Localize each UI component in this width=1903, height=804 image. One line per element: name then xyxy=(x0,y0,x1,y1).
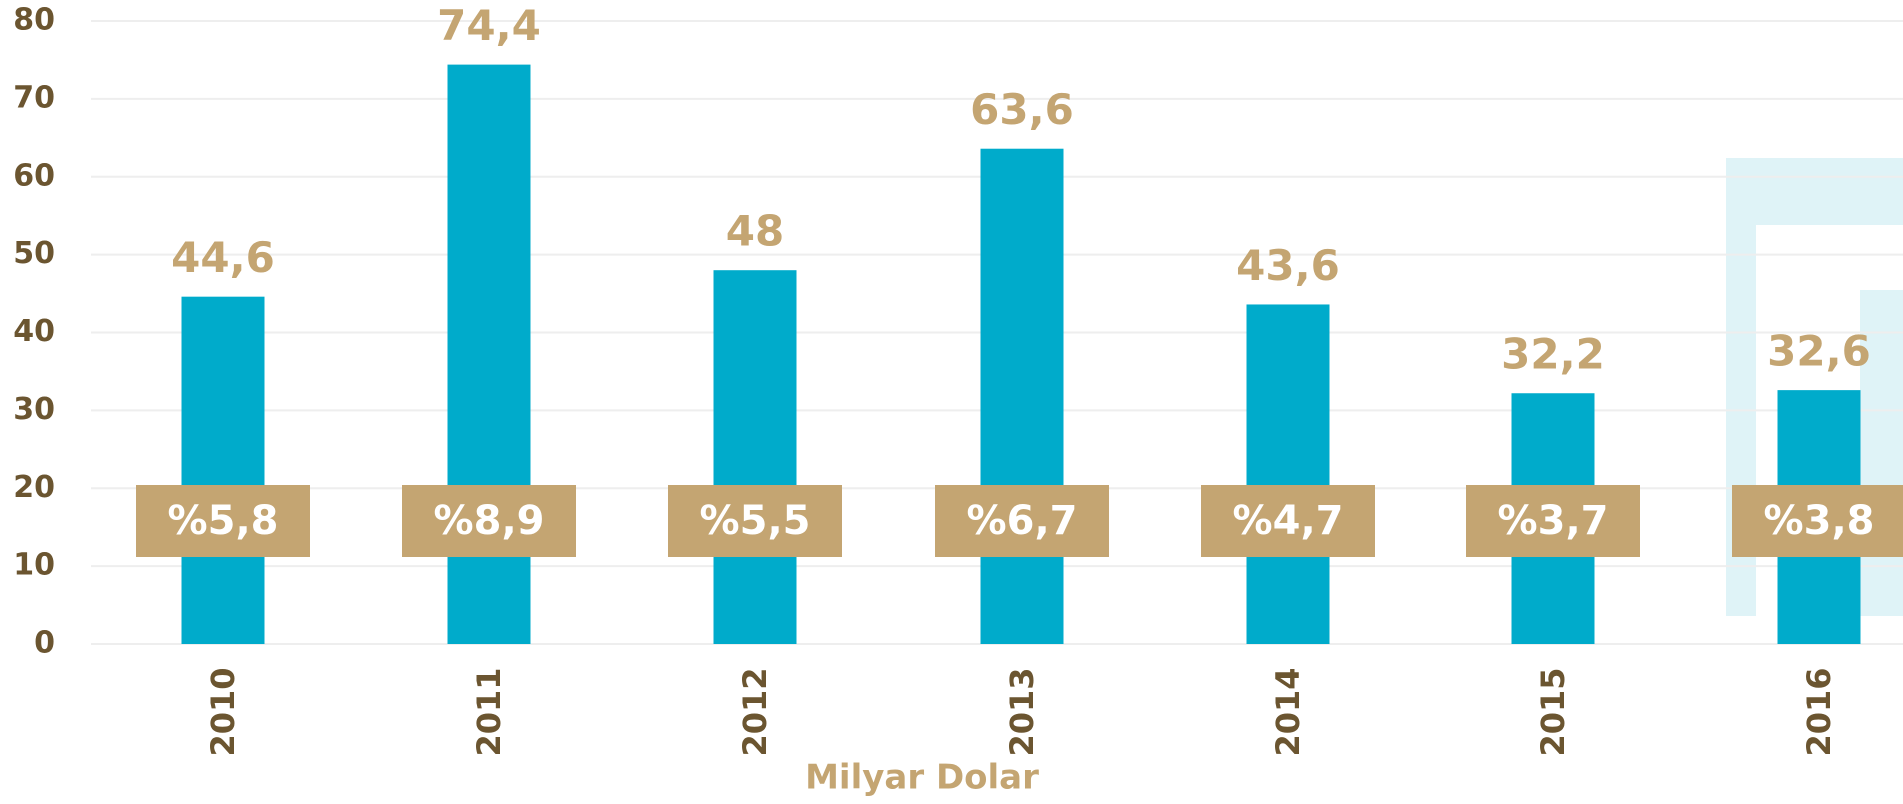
value-label: 43,6 xyxy=(1236,241,1340,290)
value-label: 32,6 xyxy=(1767,327,1871,376)
annotation: %8,9 xyxy=(434,498,545,544)
y-tick-label: 0 xyxy=(34,626,55,661)
value-label: 48 xyxy=(726,207,784,256)
annotation: %3,7 xyxy=(1498,498,1609,544)
annotation: %5,5 xyxy=(700,498,811,544)
x-tick-label: 2016 xyxy=(1800,667,1838,756)
x-tick-label: 2014 xyxy=(1269,667,1307,756)
x-tick-label: 2012 xyxy=(736,667,774,756)
y-tick-label: 80 xyxy=(13,3,55,38)
x-tick-label: 2010 xyxy=(204,667,242,756)
value-label: 74,4 xyxy=(437,1,541,50)
y-tick-label: 30 xyxy=(13,392,55,427)
y-tick-label: 60 xyxy=(13,158,55,193)
annotation: %5,8 xyxy=(168,498,279,544)
y-tick-label: 50 xyxy=(13,236,55,271)
value-label: 63,6 xyxy=(970,85,1074,134)
x-tick-label: 2015 xyxy=(1534,667,1572,756)
y-tick-label: 20 xyxy=(13,470,55,505)
y-tick-label: 40 xyxy=(13,314,55,349)
bar xyxy=(182,297,265,644)
bar xyxy=(714,270,797,644)
annotation: %6,7 xyxy=(967,498,1078,544)
value-label: 32,2 xyxy=(1501,330,1605,379)
bar xyxy=(448,65,531,644)
annotation: %4,7 xyxy=(1233,498,1344,544)
x-tick-label: 2011 xyxy=(470,667,508,756)
value-label: 44,6 xyxy=(171,233,275,282)
x-axis-label: Milyar Dolar xyxy=(805,758,1039,798)
y-tick-label: 10 xyxy=(13,548,55,583)
y-tick-label: 70 xyxy=(13,80,55,115)
annotation: %3,8 xyxy=(1764,498,1875,544)
chart: Milyar Dolar 0 10 20 30 40 50 60 70 80 44,6 %5,8 20… xyxy=(0,0,1903,804)
x-tick-label: 2013 xyxy=(1003,667,1041,756)
bar xyxy=(1247,304,1330,644)
bar xyxy=(981,149,1064,644)
